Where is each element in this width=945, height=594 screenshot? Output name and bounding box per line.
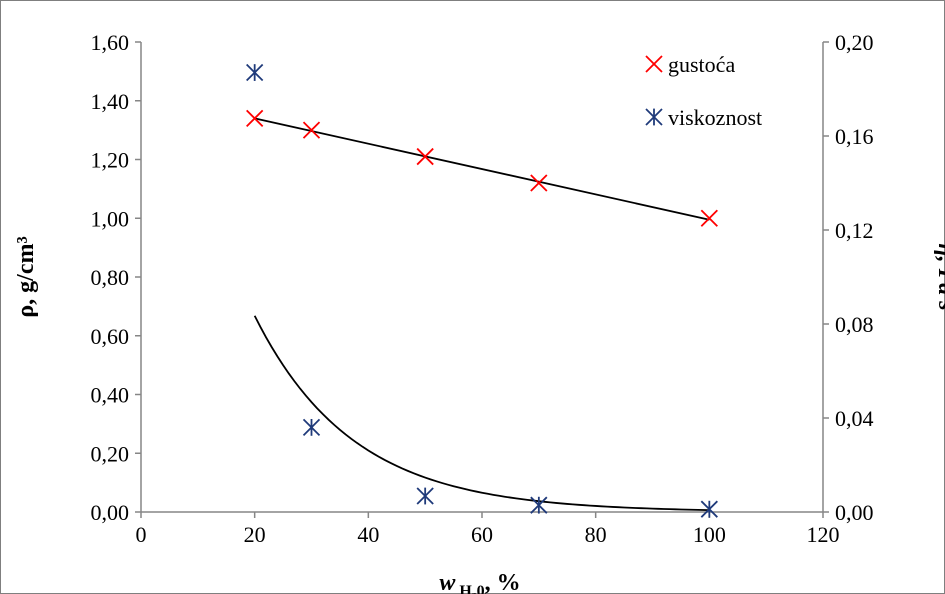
right-y-tick-label: 0,20 [835,30,874,55]
left-y-tick-label: 0,80 [91,265,130,290]
x-tick-label: 20 [244,522,266,547]
legend-label-gustoća: gustoća [668,52,735,77]
left-y-tick-label: 0,60 [91,324,130,349]
right-y-tick-label: 0,16 [835,124,874,149]
legend-marker-gustoća-stroke [645,55,663,73]
right-y-axis-title: η, Pa s [933,243,945,310]
left-y-tick-label: 0,00 [91,500,130,525]
x-axis-title-symbol: w [439,570,456,594]
data-point-gustoća [700,209,718,227]
right-y-tick-label: 0,08 [835,312,874,337]
right-y-tick-label: 0,00 [835,500,874,525]
data-point-gustoća-stroke [302,121,321,139]
data-point-gustoća-stroke [416,147,434,166]
data-point-viskoznost [530,496,548,514]
legend-label-viskoznost: viskoznost [668,105,762,130]
left-y-tick-label: 0,40 [91,383,130,408]
x-axis-title-subscript: H₂0 [459,583,484,594]
data-point-viskoznost [416,487,434,505]
x-tick-label: 100 [693,522,726,547]
right-y-tick-label: 0,12 [835,218,874,243]
data-point-gustoća [246,109,264,128]
x-tick-label: 0 [136,522,147,547]
left-y-tick-label: 1,40 [91,89,130,114]
x-tick-label: 80 [585,522,607,547]
x-tick-label: 120 [807,522,840,547]
trendline-viskoznost [253,315,710,511]
left-y-tick-label: 1,20 [91,148,130,173]
data-point-viskoznost [700,500,718,518]
legend-marker-gustoća [645,55,663,73]
left-y-axis-title: ρ, g/cm³ [13,236,39,317]
left-y-tick-label: 1,00 [91,206,130,231]
legend-marker-viskoznost [645,108,663,126]
x-axis-title-unit: , % [485,570,521,594]
x-axis-title: w H₂0, % [439,570,520,594]
data-point-viskoznost [302,418,321,437]
trendline-gustoća [254,117,710,221]
x-tick-label: 40 [357,522,379,547]
data-point-gustoća-stroke [700,209,718,227]
left-y-tick-label: 0,20 [91,441,130,466]
x-tick-label: 60 [471,522,493,547]
left-y-tick-label: 1,60 [91,30,130,55]
data-point-gustoća [302,121,321,139]
data-point-viskoznost [246,63,264,82]
data-point-gustoća-stroke [246,109,264,128]
data-point-gustoća [530,174,548,192]
data-point-gustoća [416,147,434,166]
data-point-gustoća-stroke [530,174,548,192]
right-y-tick-label: 0,04 [835,406,874,431]
